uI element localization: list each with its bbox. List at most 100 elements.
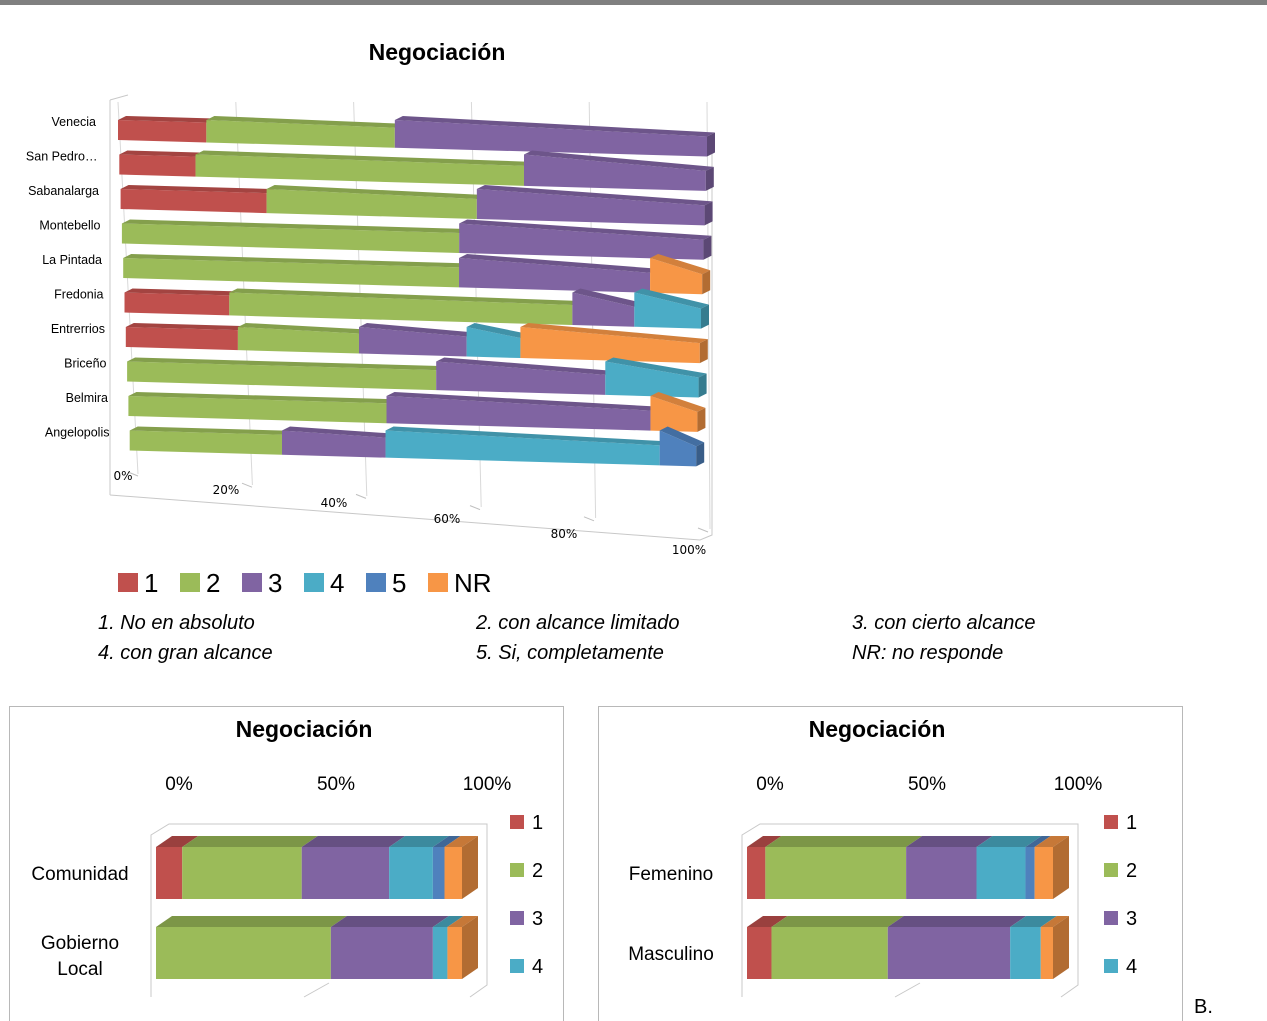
gender-chart-xtick-label: 100%	[1054, 774, 1103, 795]
main-chart-floor-tick	[697, 527, 709, 533]
group-chart-bar-gobierno-local-3	[330, 927, 433, 979]
gender-chart-legend-swatch-1	[1104, 815, 1118, 829]
main-legend-swatch-3	[242, 573, 262, 592]
main-bar-briceno-2	[127, 361, 437, 391]
main-category-label-fredonia: Fredonia	[54, 288, 103, 302]
group-chart-legend-swatch-1	[510, 815, 524, 829]
main-bar-angelopolis-2	[129, 430, 282, 455]
main-bar-fredonia-2	[229, 292, 573, 326]
gender-chart-category-label-femenino: Femenino	[629, 864, 714, 885]
main-bar-top-entrerrios-3	[358, 323, 475, 337]
main-bar-cap-briceno	[698, 373, 707, 398]
main-bar-cap-la-pintada	[702, 270, 711, 295]
main-bar-top-briceno-3	[436, 357, 614, 375]
main-category-label-belmira: Belmira	[66, 391, 108, 405]
main-bar-angelopolis-4	[385, 430, 660, 466]
main-xtick-label: 20%	[213, 483, 240, 497]
group-chart-bar-comunidad-1	[156, 847, 183, 899]
main-legend-swatch-2	[180, 573, 200, 592]
main-bar-la-pintada-3	[459, 258, 651, 293]
main-bar-top-entrerrios-4	[466, 323, 529, 339]
main-bar-fredonia-3	[572, 292, 635, 327]
main-bar-briceno-3	[436, 361, 606, 395]
gender-chart-legend-swatch-3	[1104, 911, 1118, 925]
gender-chart-bar-femenino-4	[976, 847, 1026, 899]
main-category-label-venecia: Venecia	[52, 115, 97, 129]
main-xtick-label: 80%	[551, 527, 578, 541]
gender-chart-bar-femenino-1	[747, 847, 766, 899]
group-chart-bar-top-comunidad-3	[301, 836, 406, 847]
gender-chart-bar-top-femenino-5	[1025, 836, 1051, 847]
main-chart-floor-tick	[355, 493, 367, 499]
gender-chart-bar-femenino-5	[1025, 847, 1035, 899]
gender-chart-category-label-masculino: Masculino	[628, 944, 714, 965]
gender-chart-bar-masculino-nr	[1040, 927, 1053, 979]
main-bar-venecia-2	[206, 120, 395, 148]
gender-chart-frame	[741, 823, 1079, 998]
main-bar-venecia-1	[118, 120, 207, 143]
group-chart-xtick-label: 50%	[317, 774, 355, 795]
group-chart-category-label-gobierno-local-line1: Gobierno	[41, 933, 119, 954]
group-chart-bar-gobierno-local-4	[432, 927, 448, 979]
top-rule	[0, 0, 1267, 5]
main-bar-sabanalarga-1	[120, 189, 267, 214]
gender-chart: Negociación 0% 50% 100% Femenino Masculino 1 2 3…	[628, 716, 1137, 998]
main-bar-top-angelopolis-3	[281, 426, 394, 438]
main-bar-top-la-pintada-nr	[650, 254, 711, 275]
main-bar-la-pintada-nr	[650, 258, 703, 295]
chart-panel-gender: Negociación 0% 50% 100% Femenino Masculino 1 2 3…	[598, 706, 1183, 1021]
main-chart-floor-tick	[127, 471, 139, 477]
main-bar-top-angelopolis-4	[385, 426, 668, 446]
group-chart-title: Negociación	[236, 716, 373, 742]
gender-chart-bar-cap-femenino	[1053, 836, 1069, 899]
gender-chart-legend-label-4: 4	[1126, 956, 1137, 978]
main-chart-floor-tick	[241, 482, 253, 488]
gender-chart-bar-cap-masculino	[1053, 916, 1069, 979]
scale-legend: 1. No en absoluto 2. con alcance limitad…	[0, 612, 1267, 672]
main-category-label-montebello: Montebello	[39, 219, 100, 233]
main-bar-sabanalarga-3	[476, 189, 705, 226]
group-chart-category-label-gobierno-local-line2: Local	[57, 959, 102, 980]
main-legend-swatch-1	[118, 573, 138, 592]
main-legend-label-3: 3	[268, 568, 282, 598]
main-bar-top-la-pintada-2	[123, 254, 468, 268]
gender-chart-bar-top-masculino-nr	[1040, 916, 1069, 927]
main-bar-top-briceno-2	[127, 357, 445, 371]
main-bar-top-san-pedro-2	[195, 150, 532, 166]
group-chart-bar-cap-gobierno-local	[462, 916, 478, 979]
main-bar-cap-fredonia	[701, 304, 709, 329]
main-chart: Negociación Venecia San Pedro… Sabanalarga M…	[26, 39, 715, 598]
gender-chart-bar-masculino-4	[1010, 927, 1041, 979]
group-chart-legend-label-2: 2	[532, 860, 543, 882]
main-bar-sabanalarga-2	[266, 189, 477, 219]
main-bar-top-venecia-3	[394, 116, 715, 137]
group-chart-bar-comunidad-4	[389, 847, 433, 899]
main-bar-fredonia-4	[634, 292, 701, 329]
gender-chart-gridline	[894, 982, 921, 998]
group-chart-bar-top-gobierno-local-4	[432, 916, 464, 927]
group-chart-bar-comunidad-nr	[444, 847, 462, 899]
main-bar-entrerrios-3	[358, 327, 467, 357]
group-chart-bar-top-gobierno-local-2	[156, 916, 347, 927]
main-bar-venecia-3	[394, 120, 707, 157]
gender-chart-bar-masculino-1	[747, 927, 772, 979]
main-bar-top-san-pedro-1	[119, 150, 204, 157]
gender-chart-bar-femenino-3	[906, 847, 977, 899]
main-bar-top-fredonia-3	[572, 288, 643, 307]
group-chart-legend-swatch-3	[510, 911, 524, 925]
main-bar-san-pedro-2	[195, 154, 524, 186]
scale-label-4: 4. con gran alcance	[98, 642, 273, 664]
main-bar-top-venecia-2	[206, 116, 403, 128]
main-bar-fredonia-1	[124, 292, 230, 316]
gender-chart-bar-top-femenino-3	[906, 836, 993, 847]
main-xtick-label: 60%	[434, 512, 461, 526]
main-bar-angelopolis-5	[659, 430, 697, 467]
main-bar-belmira-3	[386, 396, 651, 431]
group-chart-xtick-label: 0%	[165, 774, 193, 795]
main-bar-top-belmira-3	[386, 392, 659, 411]
main-legend-label-5: 5	[392, 568, 406, 598]
main-legend-label-2: 2	[206, 568, 220, 598]
main-bar-cap-sabanalarga	[704, 201, 713, 226]
main-bar-top-san-pedro-3	[523, 150, 714, 171]
group-chart-bar-comunidad-5	[432, 847, 445, 899]
